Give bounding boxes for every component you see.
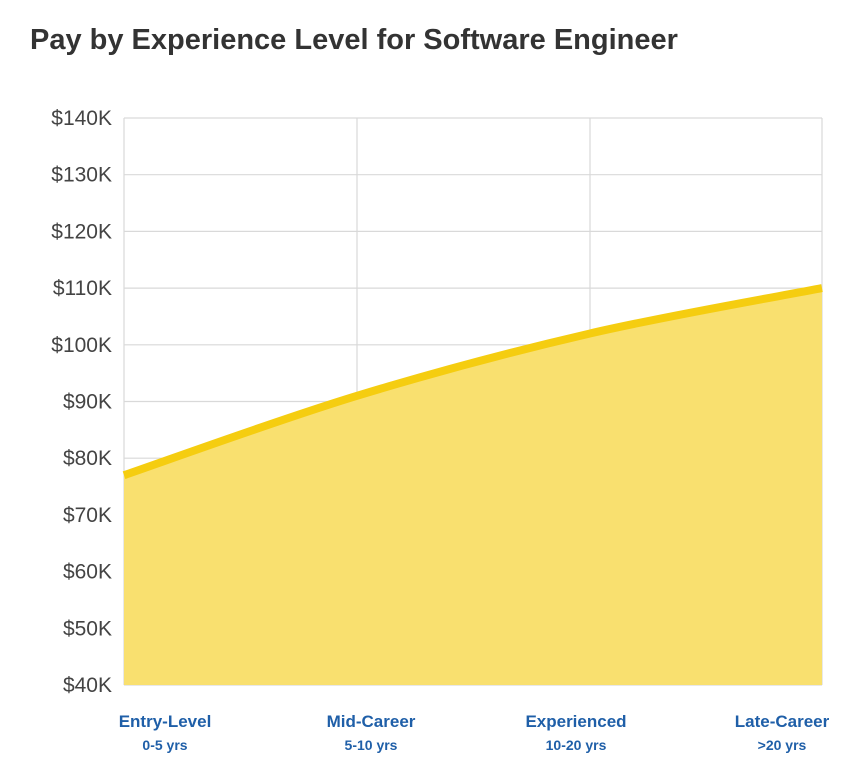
area-layer <box>124 288 822 685</box>
y-tick-label: $60K <box>63 561 112 584</box>
line-layer <box>122 284 823 479</box>
y-axis-ticks: $140K $130K $120K $110K $100K $90K $80K $70K $60… <box>51 107 112 697</box>
y-tick-label: $140K <box>51 107 112 130</box>
x-category-sublabel: >20 yrs <box>758 737 807 753</box>
area-fill <box>124 288 822 685</box>
y-tick-label: $80K <box>63 447 112 470</box>
y-tick-label: $110K <box>53 277 112 300</box>
y-tick-label: $40K <box>63 674 112 697</box>
y-tick-label: $70K <box>63 504 112 527</box>
x-category-label: Mid-Career <box>327 712 416 731</box>
x-category-label: Experienced <box>525 712 626 731</box>
x-category-sublabel: 10-20 yrs <box>546 737 607 753</box>
y-tick-label: $130K <box>51 164 112 187</box>
y-tick-label: $120K <box>51 220 112 243</box>
y-tick-label: $100K <box>51 334 112 357</box>
y-tick-label: $90K <box>63 391 112 414</box>
x-category-sublabel: 0-5 yrs <box>142 737 187 753</box>
y-tick-label: $50K <box>63 617 112 640</box>
x-axis-labels: Entry-Level 0-5 yrs Mid-Career 5-10 yrs Expe… <box>119 712 830 753</box>
x-category-sublabel: 5-10 yrs <box>345 737 398 753</box>
x-category-label: Late-Career <box>735 712 830 731</box>
series-line <box>122 284 823 479</box>
chart-title: Pay by Experience Level for Software Eng… <box>30 24 678 56</box>
x-category-label: Entry-Level <box>119 712 212 731</box>
